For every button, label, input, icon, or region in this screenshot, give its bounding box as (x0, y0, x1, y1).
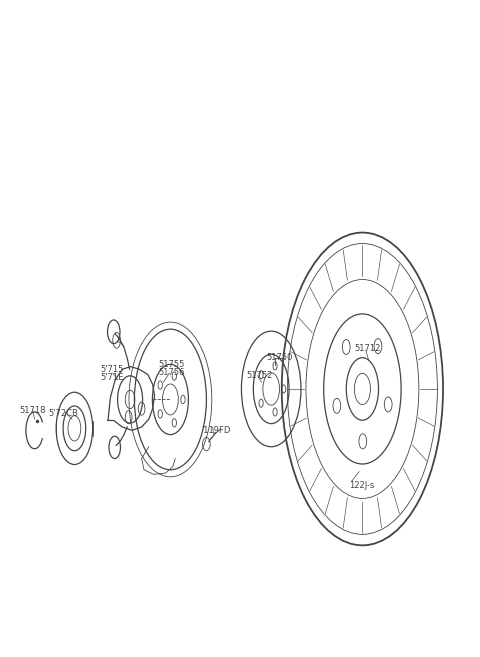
Text: '119FD: '119FD (202, 426, 231, 435)
Text: 5'72CB: 5'72CB (48, 409, 78, 418)
Text: 51756: 51756 (158, 368, 185, 377)
Text: 51755: 51755 (158, 360, 185, 369)
Text: 51752: 51752 (246, 371, 273, 380)
Text: 51750: 51750 (266, 353, 293, 363)
Text: 122J-s: 122J-s (349, 481, 375, 490)
Text: 5'71E: 5'71E (101, 373, 124, 382)
Text: 5'715: 5'715 (101, 365, 124, 374)
Text: 51718: 51718 (19, 406, 46, 415)
Text: 51712: 51712 (354, 344, 381, 353)
